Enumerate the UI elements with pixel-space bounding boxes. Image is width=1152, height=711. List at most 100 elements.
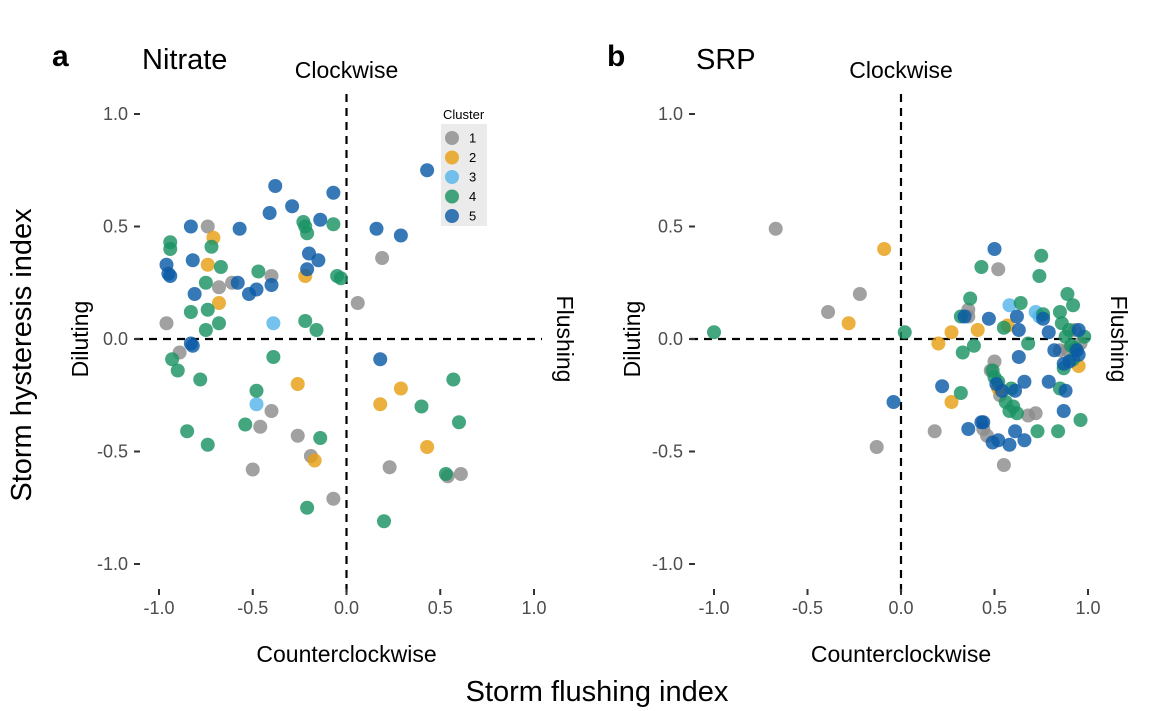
data-point: [212, 316, 226, 331]
legend-label: 1: [469, 131, 476, 146]
srp-panel: b SRP 1.0 0.5 0.0 -0.5 -1.0 -1.0 -0.5 0.0 0.5 1.0 Cl…: [607, 40, 1132, 667]
data-point: [300, 500, 315, 515]
data-point: [1056, 404, 1071, 418]
legend-label: 2: [469, 150, 476, 165]
data-point: [1051, 424, 1066, 439]
data-point: [333, 271, 348, 286]
data-point: [159, 316, 174, 331]
data-point: [1041, 325, 1056, 340]
panel-label: a: [52, 40, 69, 73]
data-point: [264, 404, 279, 418]
data-point: [953, 386, 968, 400]
panel-title: SRP: [696, 44, 756, 76]
data-point: [996, 458, 1011, 472]
y-tick-label: 1.0: [658, 104, 683, 124]
quadrant-label-counterclockwise: Counterclockwise: [256, 641, 436, 667]
data-point: [1034, 248, 1049, 263]
quadrant-label-flushing: Flushing: [1106, 296, 1132, 383]
data-point: [375, 251, 390, 265]
data-point: [1011, 350, 1026, 364]
data-point: [1002, 437, 1017, 452]
data-point: [886, 395, 901, 409]
quadrant-label-counterclockwise: Counterclockwise: [811, 641, 991, 667]
data-point: [204, 239, 219, 254]
data-point: [245, 462, 260, 477]
x-tick-label: 1.0: [1075, 598, 1100, 618]
data-point: [931, 336, 946, 351]
data-point: [987, 242, 1002, 256]
data-point: [944, 325, 959, 340]
x-tick-label: 1.0: [521, 598, 546, 618]
data-point: [1017, 433, 1032, 448]
data-point: [1013, 296, 1028, 310]
data-point: [963, 291, 978, 306]
data-point: [1052, 305, 1067, 319]
y-tick-label: -0.5: [97, 442, 128, 462]
data-point: [298, 314, 313, 328]
data-point: [198, 323, 213, 337]
data-point: [1008, 424, 1023, 439]
data-point: [307, 453, 322, 468]
data-point: [313, 431, 328, 445]
data-point: [377, 514, 391, 529]
data-point: [262, 206, 277, 220]
data-point: [1060, 287, 1075, 301]
data-point: [198, 275, 213, 290]
data-point: [877, 242, 892, 256]
data-point: [266, 350, 281, 364]
data-point: [452, 415, 466, 430]
data-point: [841, 316, 856, 331]
quadrant-label-diluting: Diluting: [67, 301, 93, 378]
data-point: [438, 467, 453, 481]
data-point: [1041, 374, 1056, 389]
data-point: [373, 397, 388, 412]
data-point: [300, 262, 315, 277]
data-point: [1036, 311, 1051, 326]
x-tick-label: 0.5: [982, 598, 1007, 618]
data-point: [163, 242, 178, 256]
data-point: [991, 262, 1006, 277]
data-point: [1030, 424, 1045, 439]
data-point: [768, 221, 783, 236]
data-point: [1009, 309, 1024, 324]
data-point: [180, 424, 195, 439]
data-point: [1009, 406, 1024, 421]
data-point: [266, 316, 281, 331]
data-point: [369, 221, 384, 236]
data-point: [326, 217, 341, 232]
data-point: [420, 440, 435, 454]
data-point: [1071, 323, 1086, 337]
data-point: [309, 323, 324, 337]
y-tick-label: -1.0: [652, 554, 683, 574]
data-point: [1066, 298, 1081, 313]
data-point: [200, 257, 215, 272]
series-cluster-3: [249, 316, 281, 412]
data-point: [1062, 354, 1077, 369]
data-point: [1017, 374, 1032, 389]
data-point: [193, 372, 208, 387]
data-point: [1047, 343, 1062, 358]
data-point: [1021, 336, 1036, 351]
data-point: [183, 219, 198, 234]
legend-title: Cluster: [443, 107, 485, 122]
data-point: [285, 199, 300, 214]
data-point: [170, 363, 185, 378]
legend-label: 4: [469, 189, 476, 204]
data-point: [251, 264, 266, 279]
data-point: [957, 309, 972, 324]
data-point: [165, 352, 180, 367]
y-tick-label: 0.5: [658, 217, 683, 237]
data-point: [897, 325, 912, 340]
data-point: [446, 372, 461, 387]
data-point: [1032, 269, 1047, 283]
data-point: [966, 338, 981, 353]
legend-swatch: [445, 150, 459, 165]
data-point: [970, 323, 985, 337]
data-point: [974, 260, 989, 274]
data-point: [373, 352, 388, 367]
x-tick-label: -1.0: [698, 598, 729, 618]
cluster-legend: Cluster 1 2 3 4 5: [441, 107, 487, 226]
legend-swatch: [445, 189, 459, 204]
data-point: [1058, 383, 1073, 398]
